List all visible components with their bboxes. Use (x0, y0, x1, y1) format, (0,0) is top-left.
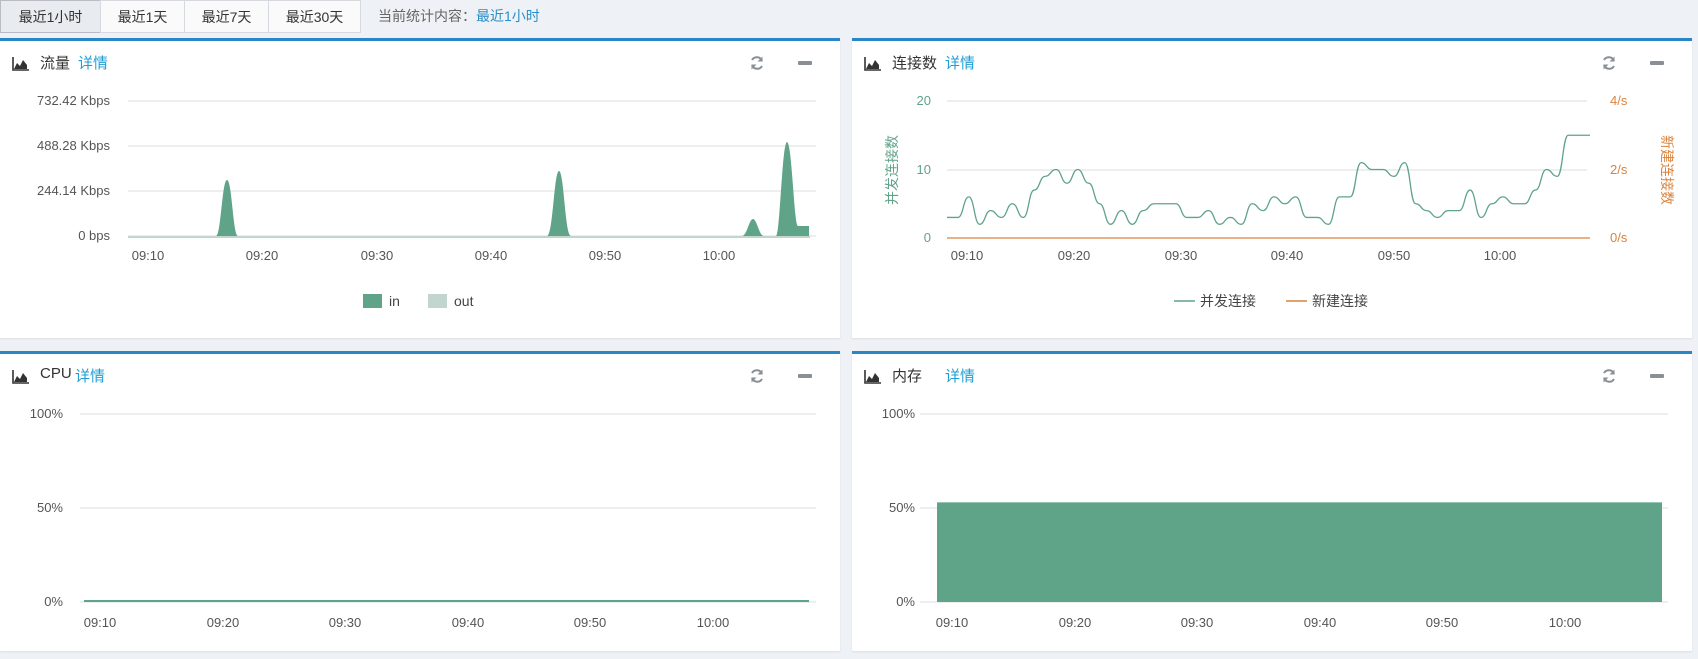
x-tick-label: 09:50 (1378, 248, 1411, 263)
tab-last-1-hour[interactable]: 最近1小时 (0, 0, 101, 33)
y-left-tick-label: 20 (917, 93, 931, 108)
y-tick-label: 0% (896, 594, 915, 609)
x-tick-label: 09:40 (475, 248, 508, 263)
collapse-icon[interactable] (797, 58, 813, 68)
x-tick-label: 09:30 (1181, 615, 1214, 630)
y-tick-label: 50% (37, 500, 63, 515)
x-tick-label: 09:30 (329, 615, 362, 630)
tab-last-7-days[interactable]: 最近7天 (184, 0, 269, 33)
traffic-panel: 流量 详情 732.42 Kbps 488.28 Kbps 244.14 Kbp… (0, 38, 840, 338)
traffic-chart: 732.42 Kbps 488.28 Kbps 244.14 Kbps 0 bp… (37, 93, 816, 309)
tab-last-30-days[interactable]: 最近30天 (268, 0, 361, 33)
cpu-chart: 100% 50% 0% 09:10 09:20 09:30 09:40 09:5… (30, 406, 816, 630)
x-tick-label: 10:00 (697, 615, 730, 630)
legend-label-concurrent: 并发连接 (1200, 293, 1256, 309)
memory-area (937, 502, 1662, 602)
detail-link[interactable]: 详情 (78, 55, 109, 72)
panel-title: 连接数 (892, 55, 938, 72)
stat-range-label: 当前统计内容：最近1小时 (378, 0, 540, 33)
x-tick-label: 09:10 (132, 248, 165, 263)
y-tick-label: 244.14 Kbps (37, 183, 111, 198)
x-tick-label: 09:30 (1165, 248, 1198, 263)
area-chart-icon (12, 57, 29, 71)
y-right-tick-label: 0/s (1610, 230, 1628, 245)
in-area (216, 142, 809, 236)
y-tick-label: 488.28 Kbps (37, 138, 111, 153)
memory-chart: 100% 50% 0% 09:10 09:20 09:30 09:40 09:5… (882, 406, 1668, 630)
legend-label-in: in (389, 293, 400, 309)
connections-panel: 连接数 详情 20 10 0 4/s 2/s 0/s 并发连接数 新建连接数 0… (852, 38, 1692, 338)
y-tick-label: 0 bps (78, 228, 110, 243)
traffic-panel-header: 流量 详情 (0, 41, 840, 85)
concurrent-connections-line (947, 134, 1590, 225)
connections-chart: 20 10 0 4/s 2/s 0/s 并发连接数 新建连接数 09:10 09… (884, 93, 1675, 309)
y-left-axis-label: 并发连接数 (884, 135, 900, 205)
refresh-icon[interactable] (749, 368, 765, 384)
area-chart-icon (864, 370, 881, 384)
x-tick-label: 09:10 (84, 615, 117, 630)
x-tick-label: 09:10 (951, 248, 984, 263)
legend-swatch-out (428, 294, 447, 308)
panel-title: CPU (40, 365, 72, 382)
x-tick-label: 09:40 (1271, 248, 1304, 263)
panel-title: 流量 (40, 55, 71, 72)
x-tick-label: 09:10 (936, 615, 969, 630)
detail-link[interactable]: 详情 (945, 368, 976, 385)
y-tick-label: 100% (882, 406, 916, 421)
y-tick-label: 100% (30, 406, 64, 421)
stat-range-current: 最近1小时 (476, 8, 540, 24)
x-tick-label: 09:40 (452, 615, 485, 630)
area-chart-icon (12, 370, 29, 384)
y-right-tick-label: 4/s (1610, 93, 1628, 108)
y-right-axis-label: 新建连接数 (1659, 135, 1675, 205)
panel-title: 内存 (892, 368, 923, 385)
detail-link[interactable]: 详情 (75, 368, 106, 385)
y-left-tick-label: 0 (924, 230, 931, 245)
x-tick-label: 10:00 (1549, 615, 1582, 630)
y-tick-label: 0% (44, 594, 63, 609)
connections-panel-header: 连接数 详情 (852, 41, 1692, 85)
x-tick-label: 09:30 (361, 248, 394, 263)
area-chart-icon (864, 57, 881, 71)
x-tick-label: 09:20 (1059, 615, 1092, 630)
legend-swatch-in (363, 294, 382, 308)
cpu-panel: CPU 详情 100% 50% 0% 09:10 09:20 09:30 09:… (0, 351, 840, 651)
collapse-icon[interactable] (1649, 371, 1665, 381)
collapse-icon[interactable] (1649, 58, 1665, 68)
collapse-icon[interactable] (797, 371, 813, 381)
memory-panel-header: 内存 详情 (852, 354, 1692, 398)
x-tick-label: 09:20 (207, 615, 240, 630)
cpu-area (84, 600, 809, 602)
x-tick-label: 09:50 (1426, 615, 1459, 630)
memory-panel: 内存 详情 100% 50% 0% 09:10 09:20 09:30 09:4… (852, 351, 1692, 651)
x-tick-label: 09:20 (246, 248, 279, 263)
refresh-icon[interactable] (1601, 368, 1617, 384)
connections-series-group (947, 134, 1590, 239)
y-tick-label: 50% (889, 500, 915, 515)
detail-link[interactable]: 详情 (945, 55, 976, 72)
legend-label-out: out (454, 293, 474, 309)
y-right-tick-label: 2/s (1610, 162, 1628, 177)
stat-range-prefix: 当前统计内容： (378, 8, 476, 24)
x-tick-label: 10:00 (703, 248, 736, 263)
cpu-panel-header: CPU 详情 (0, 354, 840, 398)
refresh-icon[interactable] (1601, 55, 1617, 71)
x-tick-label: 09:50 (589, 248, 622, 263)
x-tick-label: 09:40 (1304, 615, 1337, 630)
y-tick-label: 732.42 Kbps (37, 93, 111, 108)
refresh-icon[interactable] (749, 55, 765, 71)
tab-last-1-day[interactable]: 最近1天 (100, 0, 185, 33)
x-tick-label: 09:50 (574, 615, 607, 630)
x-tick-label: 09:20 (1058, 248, 1091, 263)
x-tick-label: 10:00 (1484, 248, 1517, 263)
time-range-bar: 最近1小时 最近1天 最近7天 最近30天 当前统计内容：最近1小时 (0, 0, 1698, 34)
y-left-tick-label: 10 (917, 162, 931, 177)
legend-label-new: 新建连接 (1312, 293, 1368, 309)
